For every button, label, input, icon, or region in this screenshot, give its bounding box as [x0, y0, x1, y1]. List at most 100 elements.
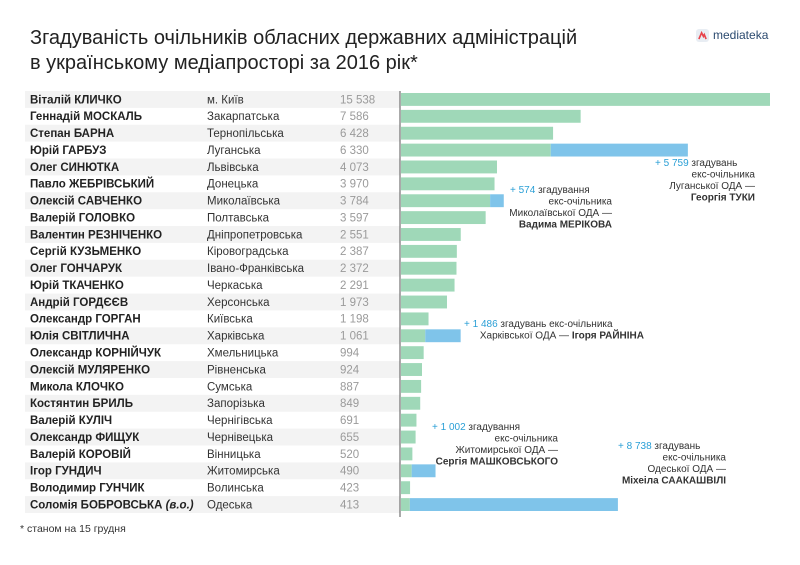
row-name-label: Соломія БОБРОВСЬКА (в.о.)	[30, 499, 194, 511]
row-value-label: 655	[340, 432, 359, 444]
bar	[401, 93, 770, 106]
bar	[401, 464, 412, 478]
row-value-label: 2 387	[340, 246, 369, 258]
row-band	[25, 192, 400, 210]
bar	[401, 295, 447, 309]
row-band	[25, 428, 400, 446]
row-name-label: Олександр ФИЩУК	[30, 432, 140, 444]
row-name-label: Валерій КУЛІЧ	[30, 415, 112, 427]
annotation-text: Миколаївської ОДА —	[509, 208, 612, 219]
logo-text: mediateka	[713, 28, 769, 42]
row-value-label: 1 973	[340, 297, 369, 309]
bar	[401, 261, 457, 275]
annotation-text: Сергія МАШКОВСЬКОГО	[436, 457, 559, 468]
row-name-label: Валерій ГОЛОВКО	[30, 212, 135, 224]
bar-extra	[550, 143, 688, 157]
bar	[401, 177, 495, 191]
annotation-text: екс-очільника	[549, 197, 613, 208]
chart-title-line-1: Згадуваність очільників обласних державн…	[30, 27, 578, 49]
row-value-label: 15 538	[340, 94, 375, 106]
row-region-label: Чернівецька	[207, 432, 274, 444]
chart-title: Згадуваність очільників обласних державн…	[30, 26, 650, 76]
bar	[401, 143, 551, 157]
row-region-label: Хмельницька	[207, 348, 279, 360]
footnote: * станом на 15 грудня	[20, 523, 126, 535]
row-value-label: 7 586	[340, 111, 369, 123]
row-region-label: Донецька	[207, 179, 259, 191]
row-band	[25, 462, 400, 480]
bar	[401, 312, 429, 326]
row-name-label: Олексій САВЧЕНКО	[30, 196, 142, 208]
annotation-text: Харківської ОДА — Ігоря РАЙНІНА	[480, 329, 644, 342]
bar	[401, 329, 426, 343]
row-region-label: Житомирська	[207, 466, 280, 478]
bar	[401, 498, 410, 511]
row-region-label: Херсонська	[207, 297, 270, 309]
row-region-label: Дніпропетровська	[207, 229, 303, 241]
row-band	[25, 259, 400, 277]
row-region-label: Тернопільська	[207, 128, 284, 140]
annotation-text: Житомирської ОДА —	[456, 445, 558, 456]
row-value-label: 3 597	[340, 212, 369, 224]
row-value-label: 423	[340, 483, 359, 495]
row-value-label: 490	[340, 466, 359, 478]
annotation-text: Міхеіла СААКАШВІЛІ	[622, 476, 726, 487]
row-name-label: Андрій ГОРДЄЄВ	[30, 297, 128, 309]
logo-mark-icon	[696, 28, 709, 42]
row-value-label: 849	[340, 398, 359, 410]
row-name-label: Віталій КЛИЧКО	[30, 94, 122, 106]
bar	[401, 194, 491, 208]
row-name-label: Сергій КУЗЬМЕНКО	[30, 246, 141, 258]
annotation-text: + 1 486 згадувань екс-очільника	[464, 319, 613, 330]
row-region-label: Запорізька	[207, 398, 265, 410]
row-value-label: 520	[340, 449, 359, 461]
row-value-label: 2 372	[340, 263, 369, 275]
row-region-label: Чернігівська	[207, 415, 273, 427]
row-name-label: Юрій ТКАЧЕНКО	[30, 280, 124, 292]
annotation-text: Одеської ОДА —	[647, 464, 726, 475]
row-region-label: Закарпатська	[207, 111, 280, 123]
annotation-text: + 1 002 згадування	[432, 422, 520, 433]
annotation-text: екс-очільника	[663, 453, 727, 464]
row-value-label: 1 198	[340, 314, 369, 326]
row-name-label: Павло ЖЕБРІВСЬКИЙ	[30, 178, 154, 191]
row-name-label: Олександр КОРНІЙЧУК	[30, 347, 162, 360]
bar	[401, 363, 423, 376]
row-value-label: 413	[340, 499, 359, 511]
bar	[401, 228, 461, 241]
row-region-label: Луганська	[207, 145, 261, 157]
row-value-label: 994	[340, 348, 360, 360]
row-region-label: Черкаська	[207, 280, 263, 292]
row-region-label: Івано-Франківська	[207, 263, 305, 275]
row-name-label: Ігор ГУНДИЧ	[30, 466, 102, 478]
row-value-label: 4 073	[340, 162, 369, 174]
row-name-label: Валентин РЕЗНІЧЕНКО	[30, 229, 162, 241]
bar	[401, 379, 422, 393]
row-name-label: Геннадій МОСКАЛЬ	[30, 111, 142, 123]
row-region-label: Вінницька	[207, 449, 261, 461]
bar	[401, 211, 486, 225]
row-name-label: Юрій ГАРБУЗ	[30, 145, 106, 157]
row-region-label: Харківська	[207, 331, 265, 343]
bar	[401, 160, 497, 174]
annotation-text: Георгія ТУКИ	[691, 193, 755, 204]
row-region-label: Полтавська	[207, 212, 270, 224]
annotation-text: + 574 згадування	[510, 185, 590, 196]
row-region-label: Київська	[207, 314, 253, 326]
annotation-text: + 5 759 згадувань	[655, 158, 737, 169]
bar	[401, 430, 416, 444]
row-value-label: 6 330	[340, 145, 369, 157]
row-band	[25, 293, 400, 311]
row-name-label: Микола КЛОЧКО	[30, 381, 124, 393]
row-value-label: 1 061	[340, 331, 369, 343]
bar	[401, 109, 581, 123]
row-region-label: Рівненська	[207, 364, 266, 376]
annotation-text: Вадима МЕРІКОВА	[519, 220, 612, 231]
annotation-text: + 8 738 згадувань	[618, 441, 700, 452]
bar-extra	[425, 329, 461, 343]
row-name-label: Валерій КОРОВІЙ	[30, 448, 131, 461]
bar	[401, 481, 411, 495]
row-name-label: Олег ГОНЧАРУК	[30, 263, 123, 275]
bar	[401, 396, 421, 410]
row-band	[25, 496, 400, 513]
